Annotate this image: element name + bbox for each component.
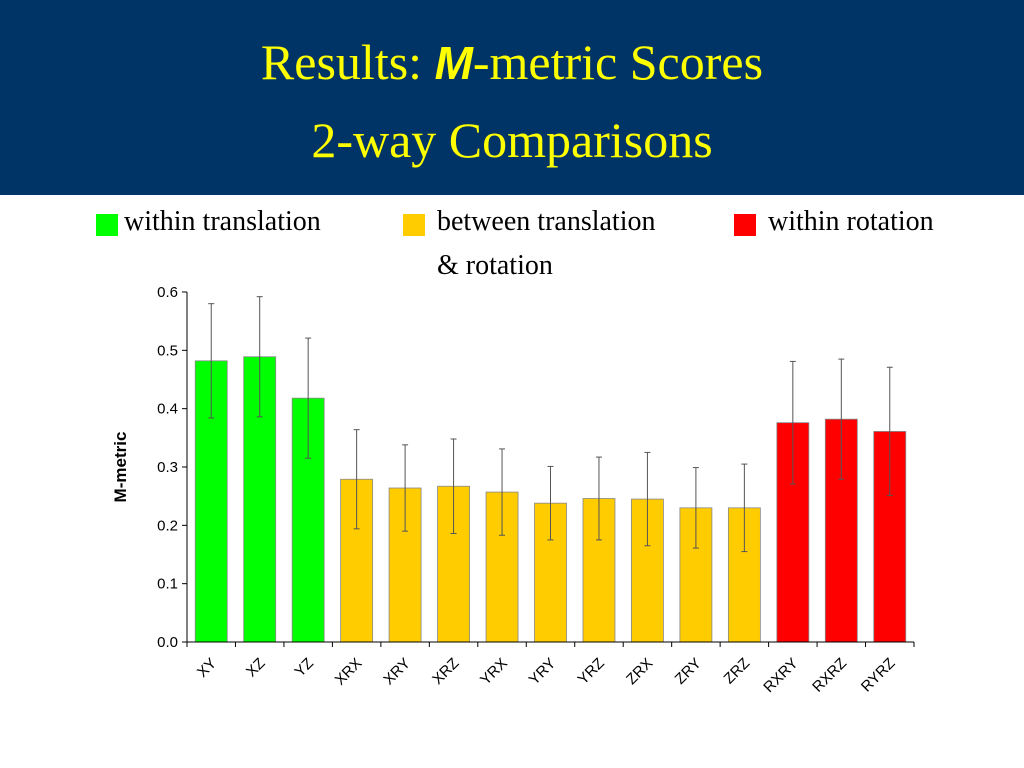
x-tick-label: RXRY [760,655,801,696]
x-tick-label: RYRZ [858,655,899,696]
x-tick-label: XY [194,655,220,681]
legend-swatch-within-translation [96,214,118,236]
y-tick-label: 0.1 [157,576,178,593]
x-tick-label: YRY [526,655,560,689]
legend-swatch-within-rotation [734,214,756,236]
legend-label-within-translation: within translation [124,206,321,237]
y-tick-label: 0.0 [157,634,178,651]
y-tick-label: 0.6 [157,284,178,301]
bar-chart: XY XZ YZ XRX XRY XRZ YRX YRY YRZ ZRX ZRY ZRZ RXRY RXR… [111,284,915,696]
title-prefix: Results: [260,34,435,90]
slide-title: Results: M-metric Scores [0,34,1024,91]
slide-subtitle: 2-way Comparisons [311,112,713,168]
x-tick-label: XRX [332,655,366,689]
x-tick-label: XZ [243,655,269,681]
legend-swatch-between [403,214,425,236]
x-tick-label: RXRZ [809,655,850,696]
legend-label-between-line2: & rotation [437,250,553,281]
x-tick-label: YZ [291,655,317,681]
x-tick-label: YRZ [575,655,608,688]
y-tick-label: 0.2 [157,517,178,534]
x-tick-label: ZRY [672,655,705,688]
y-tick-label: 0.5 [157,342,178,359]
y-tick-label: 0.3 [157,459,178,476]
y-tick-label: 0.4 [157,401,178,418]
legend-label-between: between translation [437,206,656,237]
title-suffix: -metric Scores [472,34,764,90]
y-axis-label: M-metric [111,432,130,503]
x-tick-label: XRZ [429,655,462,688]
title-m-letter: M [434,37,473,89]
x-tick-label: ZRZ [721,655,754,688]
x-tick-label: YRX [477,655,511,689]
legend-label-within-rotation: within rotation [768,206,934,237]
x-tick-label: XRY [380,655,414,689]
title-band: Results: M-metric Scores 2-way Compariso… [0,0,1024,195]
x-tick-label: ZRX [623,655,656,688]
